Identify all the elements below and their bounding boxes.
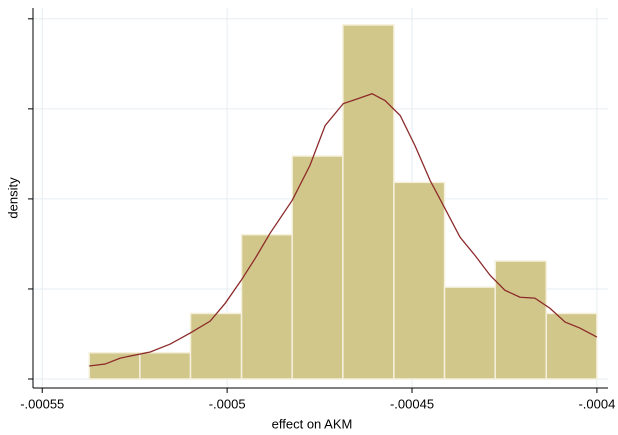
x-tick-label: -.0004 bbox=[578, 396, 615, 411]
bar bbox=[393, 181, 446, 380]
bar bbox=[443, 286, 496, 380]
bar bbox=[240, 233, 293, 380]
y-axis-label: density bbox=[5, 177, 20, 219]
bar bbox=[342, 24, 395, 380]
density-line bbox=[89, 93, 598, 367]
x-tick-label: -.00045 bbox=[390, 396, 434, 411]
x-tick-label: -.00055 bbox=[20, 396, 64, 411]
bar bbox=[88, 351, 141, 380]
x-axis-label: effect on AKM bbox=[272, 416, 353, 431]
bar bbox=[545, 312, 598, 380]
bar bbox=[291, 155, 344, 380]
bar bbox=[494, 260, 547, 380]
bar bbox=[189, 312, 243, 380]
bar bbox=[139, 351, 192, 380]
x-tick-label: -.0005 bbox=[209, 396, 246, 411]
